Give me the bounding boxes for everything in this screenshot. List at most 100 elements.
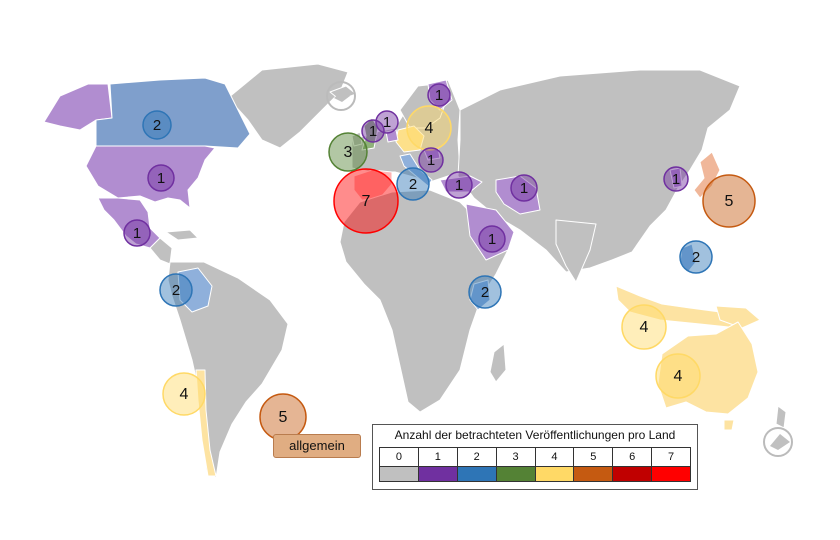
bubble-value-indonesia: 4 bbox=[640, 319, 649, 336]
bubble-circle-turkey bbox=[445, 171, 473, 199]
bubble-value-canada: 2 bbox=[153, 117, 161, 134]
bubble-circle-canada bbox=[142, 110, 172, 140]
italy bbox=[399, 153, 433, 187]
bubble-spain: 7 bbox=[333, 168, 399, 234]
bubble-canada: 2 bbox=[142, 110, 172, 140]
legend-swatch-3 bbox=[495, 466, 536, 482]
bubble-indonesia: 4 bbox=[621, 304, 667, 350]
greenland bbox=[227, 63, 349, 149]
usa bbox=[85, 145, 216, 209]
bubble-value-mexico: 1 bbox=[133, 225, 141, 242]
bubble-circle-saudi-arabia bbox=[478, 225, 506, 253]
legend-level-4: 4 bbox=[534, 447, 575, 467]
bubble-circle-usa bbox=[147, 164, 175, 192]
bubble-value-spain: 7 bbox=[362, 193, 371, 210]
legend-level-6: 6 bbox=[612, 447, 653, 467]
legend-swatches-row bbox=[379, 466, 691, 482]
iran bbox=[495, 175, 541, 215]
south-america bbox=[167, 261, 289, 479]
bubble-circle-australia bbox=[655, 353, 701, 399]
bubble-value-japan: 5 bbox=[725, 193, 734, 210]
legend-swatch-2 bbox=[456, 466, 497, 482]
bubble-circle-denmark bbox=[375, 110, 399, 134]
bubble-value-netherlands: 1 bbox=[369, 123, 377, 140]
india bbox=[555, 219, 597, 283]
legend-swatch-6 bbox=[612, 466, 653, 482]
bubble-circle-germany bbox=[406, 105, 452, 151]
bubble-australia: 4 bbox=[655, 353, 701, 399]
bubble-value-philippines: 2 bbox=[692, 249, 700, 266]
bubble-value-chile: 4 bbox=[180, 386, 189, 403]
africa bbox=[339, 189, 509, 413]
australia bbox=[657, 321, 759, 415]
bubble-value-finland: 1 bbox=[435, 87, 443, 104]
bubble-saudi-arabia: 1 bbox=[478, 225, 506, 253]
colombia bbox=[177, 267, 213, 313]
bubble-circle-iran bbox=[510, 174, 538, 202]
legend-swatch-0 bbox=[379, 466, 419, 482]
bubble-italy: 2 bbox=[396, 167, 430, 201]
bubble-value-italy: 2 bbox=[409, 176, 417, 193]
legend-level-7: 7 bbox=[651, 447, 691, 467]
bubble-denmark: 1 bbox=[375, 110, 399, 134]
bubble-iran: 1 bbox=[510, 174, 538, 202]
caribbean bbox=[165, 229, 199, 241]
bubble-circle-japan bbox=[702, 174, 756, 228]
bubble-philippines: 2 bbox=[679, 240, 713, 274]
bubble-usa: 1 bbox=[147, 164, 175, 192]
bubble-value-turkey: 1 bbox=[455, 177, 463, 194]
bubble-circle-chile bbox=[162, 372, 206, 416]
legend-swatch-1 bbox=[417, 466, 458, 482]
legend-swatch-5 bbox=[573, 466, 614, 482]
chile bbox=[195, 369, 217, 477]
new-zealand bbox=[775, 405, 787, 429]
legend-level-3: 3 bbox=[495, 447, 536, 467]
bubble-value-usa: 1 bbox=[157, 170, 165, 187]
bubble-japan: 5 bbox=[702, 174, 756, 228]
bubble-chile: 4 bbox=[162, 372, 206, 416]
bubble-value-saudi-arabia: 1 bbox=[488, 231, 496, 248]
ireland bbox=[351, 131, 363, 147]
legend-level-1: 1 bbox=[417, 447, 458, 467]
saudi-arabia bbox=[465, 203, 515, 261]
japan bbox=[693, 151, 721, 199]
arctic-inset-icon bbox=[326, 81, 356, 111]
bubble-hungary: 1 bbox=[418, 147, 444, 173]
legend-level-2: 2 bbox=[456, 447, 497, 467]
bubble-value-denmark: 1 bbox=[383, 114, 391, 131]
legend-level-5: 5 bbox=[573, 447, 614, 467]
bubble-value-iran: 1 bbox=[520, 180, 528, 197]
bubble-circle-mexico bbox=[123, 219, 151, 247]
tasmania bbox=[723, 419, 735, 431]
bubble-value-germany: 4 bbox=[425, 120, 434, 137]
bubble-circle-korea bbox=[663, 166, 689, 192]
bubble-korea: 1 bbox=[663, 166, 689, 192]
antarctica-inset-icon bbox=[763, 427, 793, 457]
bubble-netherlands: 1 bbox=[361, 119, 385, 143]
legend-level-0: 0 bbox=[379, 447, 419, 467]
legend-swatch-7 bbox=[651, 466, 691, 482]
bubble-value-colombia: 2 bbox=[172, 282, 180, 299]
bubble-turkey: 1 bbox=[445, 171, 473, 199]
bubble-circle-colombia bbox=[159, 273, 193, 307]
legend-title: Anzahl der betrachteten Veröffentlichung… bbox=[394, 428, 676, 442]
general-badge: allgemein bbox=[273, 434, 361, 458]
land-masses bbox=[43, 63, 787, 479]
bubble-circle-netherlands bbox=[361, 119, 385, 143]
new-guinea bbox=[715, 305, 761, 329]
bubble-circle-italy bbox=[396, 167, 430, 201]
canada bbox=[95, 77, 251, 149]
korea bbox=[669, 167, 683, 189]
bubble-circle-spain bbox=[333, 168, 399, 234]
bubble-value-uk: 3 bbox=[344, 144, 353, 161]
bubble-value-kenya: 2 bbox=[481, 284, 489, 301]
kenya bbox=[469, 279, 491, 311]
bubble-value-australia: 4 bbox=[674, 368, 683, 385]
bubble-value-korea: 1 bbox=[672, 171, 680, 188]
bubble-kenya: 2 bbox=[468, 275, 502, 309]
bubble-circle-kenya bbox=[468, 275, 502, 309]
bubble-circle-hungary bbox=[418, 147, 444, 173]
madagascar bbox=[489, 343, 507, 383]
